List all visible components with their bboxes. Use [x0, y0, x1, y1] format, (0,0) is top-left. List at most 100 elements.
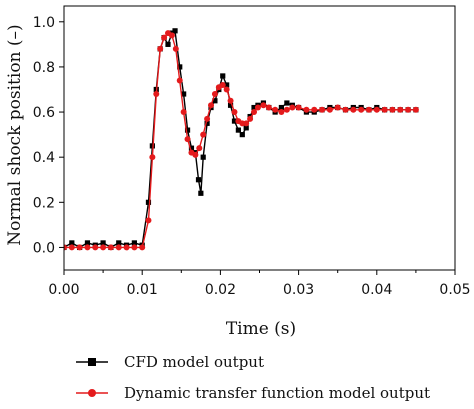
data-point-transfer-function: [68, 244, 75, 251]
data-point-transfer-function: [211, 91, 218, 97]
data-point-transfer-function: [227, 97, 234, 104]
y-tick-label: 0.8: [33, 60, 55, 76]
x-tick-label: 0.01: [127, 282, 158, 298]
data-point-cfd: [243, 125, 249, 131]
data-point-transfer-function: [254, 104, 261, 111]
data-point-cfd: [239, 132, 245, 138]
data-point-transfer-function: [196, 145, 203, 152]
data-point-transfer-function: [342, 106, 349, 113]
data-point-transfer-function: [381, 106, 388, 113]
data-point-transfer-function: [350, 106, 357, 113]
y-tick-label: 1.0: [33, 15, 55, 31]
x-axis-title: Time (s): [226, 319, 296, 339]
data-point-transfer-function: [405, 106, 412, 113]
axes: [63, 5, 456, 271]
y-tick-label: 0.6: [33, 105, 55, 121]
data-point-cfd: [284, 100, 290, 106]
series-line: [64, 32, 416, 249]
data-point-transfer-function: [84, 244, 91, 251]
data-point-cfd: [116, 240, 122, 246]
data-point-cfd: [200, 154, 206, 160]
series-transfer-function: [64, 30, 419, 251]
data-point-transfer-function: [208, 102, 215, 109]
data-point-transfer-function: [192, 151, 199, 158]
data-point-transfer-function: [358, 106, 365, 113]
data-point-transfer-function: [283, 106, 290, 113]
data-point-cfd: [195, 177, 202, 183]
data-point-cfd: [220, 73, 226, 79]
data-point-transfer-function: [115, 244, 122, 251]
legend-label-cfd: CFD model output: [124, 353, 264, 371]
data-point-cfd: [251, 104, 257, 111]
legend-item-cfd: CFD model output: [76, 353, 264, 371]
data-point-transfer-function: [64, 244, 67, 251]
data-point-transfer-function: [295, 104, 302, 111]
data-point-transfer-function: [389, 106, 396, 113]
data-point-cfd: [84, 240, 91, 246]
data-point-cfd: [231, 118, 238, 124]
plot-frame: [63, 5, 456, 271]
data-point-transfer-function: [278, 109, 285, 116]
data-point-cfd: [227, 102, 234, 108]
data-point-transfer-function: [412, 106, 419, 113]
data-point-transfer-function: [145, 217, 152, 224]
x-tick-label: 0.02: [205, 282, 236, 298]
x-tick-label: 0.03: [283, 282, 314, 298]
x-tick-label: 0.04: [361, 282, 392, 298]
data-point-transfer-function: [131, 244, 138, 251]
data-point-cfd: [204, 120, 210, 126]
data-point-transfer-function: [180, 109, 187, 116]
data-point-cfd: [165, 41, 171, 47]
data-point-cfd: [145, 199, 152, 205]
data-point-cfd: [69, 240, 75, 246]
data-point-transfer-function: [231, 109, 238, 116]
data-point-cfd: [184, 127, 191, 133]
data-point-transfer-function: [123, 244, 130, 251]
data-point-transfer-function: [172, 45, 179, 52]
data-point-cfd: [131, 240, 137, 246]
y-tick-label: 0.0: [33, 240, 55, 256]
data-point-cfd: [235, 127, 241, 133]
data-point-transfer-function: [326, 106, 333, 113]
data-point-transfer-function: [219, 81, 226, 88]
x-tick-label: 0.00: [48, 282, 79, 298]
series-cfd: [64, 28, 419, 251]
y-tick-label: 0.2: [33, 195, 55, 211]
data-point-transfer-function: [265, 104, 272, 111]
data-point-transfer-function: [251, 109, 258, 116]
data-point-transfer-function: [289, 104, 296, 111]
data-point-cfd: [149, 143, 155, 149]
data-point-cfd: [278, 104, 284, 111]
data-point-transfer-function: [76, 244, 83, 251]
data-point-cfd: [224, 82, 230, 88]
data-point-transfer-function: [260, 102, 267, 109]
data-point-transfer-function: [204, 115, 211, 122]
data-point-cfd: [212, 98, 218, 104]
legend-label-transfer-function: Dynamic transfer function model output: [124, 384, 430, 402]
legend-item-transfer-function: Dynamic transfer function model output: [76, 384, 430, 402]
data-point-transfer-function: [397, 106, 404, 113]
data-point-cfd: [198, 190, 204, 196]
data-point-transfer-function: [365, 106, 372, 113]
series-line: [64, 30, 416, 249]
x-tick-label: 0.05: [439, 282, 470, 298]
data-point-cfd: [181, 91, 187, 97]
data-point-transfer-function: [168, 32, 175, 39]
data-point-transfer-function: [334, 104, 341, 111]
data-point-transfer-function: [92, 244, 99, 251]
data-point-transfer-function: [176, 77, 183, 84]
data-point-transfer-function: [373, 106, 380, 113]
data-point-transfer-function: [161, 34, 168, 41]
data-point-transfer-function: [184, 136, 191, 143]
data-point-transfer-function: [243, 120, 250, 127]
plot-area: [64, 28, 419, 251]
data-point-transfer-function: [100, 244, 107, 251]
data-point-transfer-function: [200, 131, 207, 138]
data-point-transfer-function: [303, 106, 310, 113]
data-point-transfer-function: [311, 106, 318, 113]
data-point-transfer-function: [223, 86, 230, 93]
legend: CFD model output Dynamic transfer functi…: [76, 353, 430, 402]
data-point-transfer-function: [319, 106, 326, 113]
data-point-cfd: [177, 64, 183, 70]
